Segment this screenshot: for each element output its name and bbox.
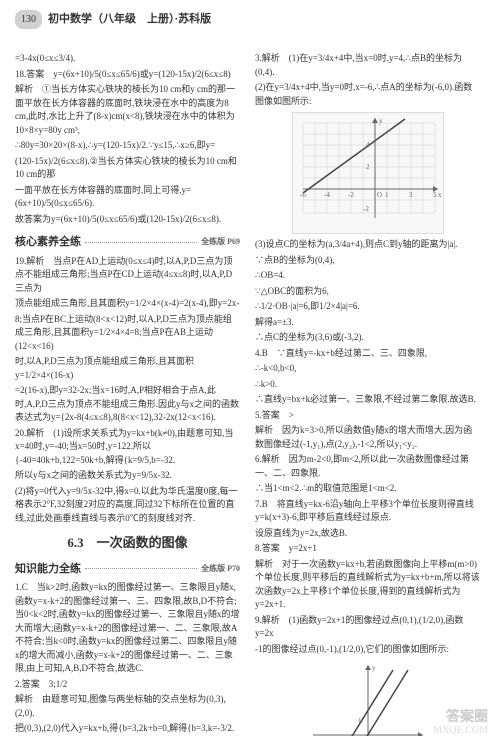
page-number: 130 [15, 10, 42, 29]
text-line: 9.解析 (1)函数y=2x+1的图像经过点(0,1),(1/2,0),函数y=… [255, 614, 480, 641]
x-label: x [438, 191, 442, 199]
text-line: 1.C 当k>2时,函数y=kx的图像经过第一、三象限且y随x,函数y=x-k+… [15, 581, 240, 676]
tick-label: -4 [324, 191, 330, 199]
tick-label: 1 [385, 191, 389, 199]
tick-label: 1 [358, 717, 362, 725]
text-line: =2(16-x),即y=32-2x;当x=16时,A,P相好相合于点A,此时,A… [15, 384, 240, 425]
text-line: ∴-k<0,b<0, [255, 362, 480, 376]
section-label: 核心素养全练 [15, 234, 81, 251]
text-line: 7.B 将直线y=kx-6沿y轴向上平移3个单位长度则得直线y=k(x+3)-6… [255, 498, 480, 525]
text-line: 3.解析 (1)在y=3/4x+4中,当x=0时,y=4,∴点B的坐标为(0,4… [255, 52, 480, 79]
text-line: 解析 对于一次函数y=kx+b,若函数图像向上平移m(m>0)个单位长度,则平移… [255, 558, 480, 612]
graph-2: x y O 1 -1 1 [308, 660, 428, 736]
text-line: 所以y与x之间的函数关系式为y=9/5x-32. [15, 469, 240, 483]
answer-line: 8.答案 y=2x+1 [255, 542, 480, 556]
text-line: ∵点B的坐标为(0,4), [255, 254, 480, 268]
section-title: 核心素养全练 全练版 P69 [15, 234, 240, 251]
text-line: (2)将y=0代入y=9/5x-32中,得x=0.以此为华氏温度0度,每一格表示… [15, 485, 240, 526]
text-line: 把(0,3),(2,0)代入y=kx+b,得{b=3,2k+b=0,解得{b=3… [15, 722, 240, 736]
watermark: 答案圈 [446, 707, 488, 728]
text-line: ∴直线y=bx+k必过第一、三象限,不经过第二象限.故选B. [255, 393, 480, 407]
y-label: y [372, 664, 376, 672]
text-line: ∵△OBC的面积为6, [255, 285, 480, 299]
tick-label: 2 [366, 163, 370, 171]
text-line: 一面平放在长方体容器的底面时,同上可得,y=(6x+10)/5(0≤x≤65/6… [15, 184, 240, 211]
text-line: 6.解析 因为m-2<0,即m<2,所以此一次函数图像经过第一、二、四象限. [255, 453, 480, 480]
text-line: =3-4x(0≤x≤3/4). [15, 52, 240, 66]
section-title: 知识能力全练 全练版 P70 [15, 561, 240, 578]
text-line: ∴OB=4. [255, 269, 480, 283]
text-line: 顶点能组成三角形,且其面积y=1/2×4×(x-4)=2(x-4),即y=2x- [15, 297, 240, 311]
left-column: =3-4x(0≤x≤3/4). 18.答案 y=(6x+10)/5(0≤x≤65… [15, 50, 240, 736]
answer-line: 18.答案 y=(6x+10)/5(0≤x≤65/6)或y=(120-15x)/… [15, 68, 240, 82]
text-line: 故答案为y=(6x+10)/5(0≤x≤65/6)或(120-15x)/2(6≤… [15, 213, 240, 227]
dots-leader [85, 568, 197, 569]
plot-line-1 [328, 670, 393, 736]
text-line: 8;当点P在BC上运动(8<x<12)时,以A,P,D三点为顶点能组成三角形,且… [15, 313, 240, 354]
origin-label: O [377, 191, 382, 199]
text-line: ∴k>0. [255, 378, 480, 392]
graph-1: x y O -6 -4 -2 1 3 5 4 2 -2 [292, 112, 444, 234]
text-line: 4.B ∵直线y=-kx+b经过第二、三、四象限, [255, 347, 480, 361]
text-line: 时,以A,P,D三点为顶点能组成三角形,且其面积y=1/2×4×(16-x) [15, 355, 240, 382]
text-line: 解析 因为k=3>0,所以函数值y随x的增大而增大,因为函数图像经过(-1,y₁… [255, 424, 480, 451]
tick-label: 3 [409, 191, 413, 199]
answer-line: 2.答案 3;1/2 [15, 678, 240, 692]
header: 130 初中数学（八年级 上册）·苏科版 [15, 10, 211, 29]
text-line: ∴当1<m<2.∴m的取值范围是1<m<2. [255, 482, 480, 496]
dots-leader [85, 242, 197, 243]
text-line: 解析 ①当长方体实心铁块的棱长为10 cm和y cm的那一面平放在长方体容器的底… [15, 83, 240, 137]
answer-line: 5.答案 > [255, 409, 480, 423]
text-line: -1的图像经过点(0,-1),(1/2,0),它们的图像如图所示: [255, 643, 480, 657]
text-line: 20.解析 (1)设所求关系式为y=kx+b(k≠0),由题意可知,当x=40时… [15, 427, 240, 468]
book-title: 初中数学（八年级 上册）·苏科版 [48, 11, 211, 28]
tick-label: -6 [300, 191, 306, 199]
page-ref: 全练版 P69 [201, 236, 240, 248]
y-label: y [379, 117, 383, 125]
tick-label: -2 [363, 205, 369, 213]
text-line: 设原直线为y=2x,故选B. [255, 527, 480, 541]
text-line: 19.解析 当点P在AD上运动(0≤x≤4)时,以A,P,D三点为顶点不能组成三… [15, 255, 240, 296]
axes [303, 118, 438, 218]
text-line: 解得a=±3. [255, 316, 480, 330]
plot-line-2 [343, 670, 408, 736]
tick-label: 4 [366, 141, 370, 149]
section-label: 知识能力全练 [15, 561, 81, 578]
text-line: (120-15x)/2(6≤x≤8).②当长方体实心铁块的棱长为10 cm和10… [15, 155, 240, 182]
page-ref: 全练版 P70 [201, 563, 240, 575]
tick-label: 5 [433, 191, 437, 199]
text-line: ∴点C的坐标为(3,6)或(-3,2). [255, 331, 480, 345]
page: 130 初中数学（八年级 上册）·苏科版 =3-4x(0≤x≤3/4). 18.… [0, 0, 500, 736]
text-line: ∴1/2·OB·|a|=6,即1/2×4|a|=6. [255, 300, 480, 314]
chart-svg-2: x y O 1 -1 1 [308, 660, 428, 736]
text-line: (2)在y=3/4x+4中,当y=0时,x=-6,∴点A的坐标为(-6,0).函… [255, 81, 480, 108]
axes [313, 665, 423, 736]
chart-svg: x y O -6 -4 -2 1 3 5 4 2 -2 [293, 113, 443, 233]
text-line: (3)设点C的坐标为(a,3/4a+4),则点C到y轴的距离为|a|. [255, 238, 480, 252]
text-line: 解析 由题意可知,图像与两坐标轴的交点坐标为(0,3),(2,0). [15, 693, 240, 720]
text-line: ∴80y=30×20×(8-x),∴y=(120-15x)/2.∵y≤15,∴x… [15, 139, 240, 153]
right-column: 3.解析 (1)在y=3/4x+4中,当x=0时,y=4,∴点B的坐标为(0,4… [255, 50, 480, 736]
tick-label: -2 [348, 191, 354, 199]
chapter-title: 6.3 一次函数的图像 [15, 533, 240, 553]
